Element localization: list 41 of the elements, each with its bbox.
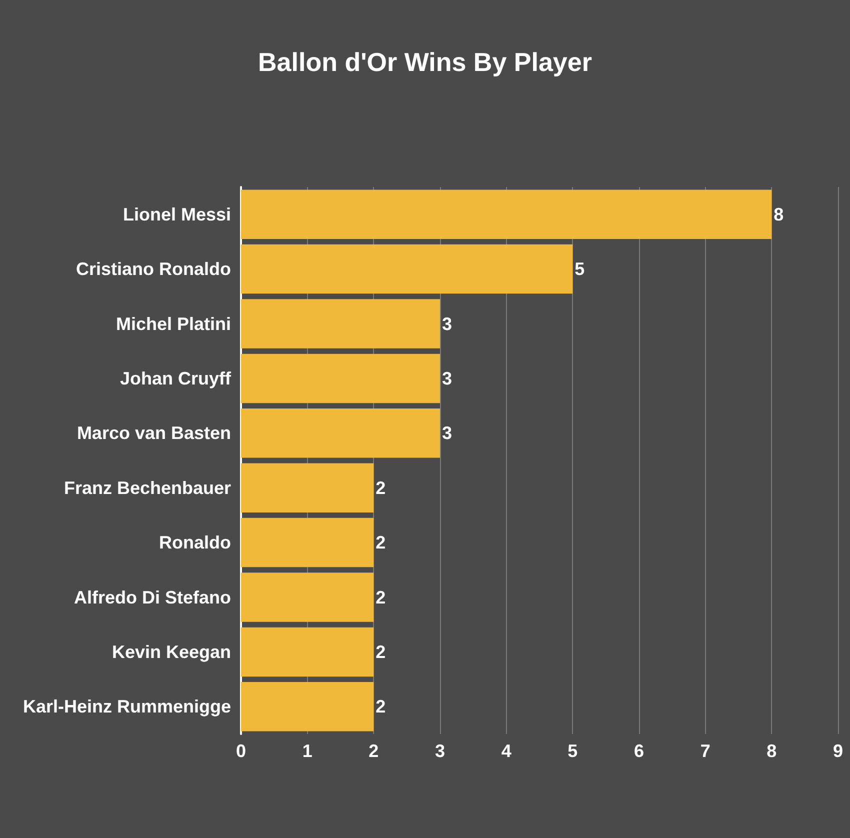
bar bbox=[241, 572, 374, 622]
bar bbox=[241, 354, 440, 404]
x-tick-label: 5 bbox=[568, 741, 578, 761]
data-label: 2 bbox=[376, 642, 386, 662]
bar bbox=[241, 299, 440, 348]
x-tick-label: 1 bbox=[302, 741, 312, 761]
x-tick-label: 7 bbox=[700, 741, 710, 761]
bar bbox=[241, 682, 374, 732]
y-tick-label: Franz Bechenbauer bbox=[64, 478, 231, 498]
data-label: 3 bbox=[442, 314, 452, 334]
bar bbox=[241, 408, 440, 458]
x-tick-label: 0 bbox=[236, 741, 246, 761]
x-tick-label: 3 bbox=[434, 741, 446, 761]
data-label: 2 bbox=[376, 532, 386, 553]
data-label: 3 bbox=[442, 423, 452, 444]
data-label: 5 bbox=[574, 259, 585, 280]
x-tick-label: 6 bbox=[634, 741, 644, 761]
x-tick-label: 8 bbox=[766, 741, 777, 761]
y-tick-label: Michel Platini bbox=[116, 314, 231, 334]
chart-title: Ballon d'Or Wins By Player bbox=[258, 47, 592, 77]
y-tick-label: Alfredo Di Stefano bbox=[74, 587, 231, 608]
y-tick-label: Lionel Messi bbox=[122, 204, 231, 224]
data-label: 2 bbox=[376, 696, 386, 717]
bar bbox=[241, 190, 772, 239]
data-label: 2 bbox=[376, 587, 386, 608]
data-label: 2 bbox=[376, 478, 386, 498]
y-tick-label: Cristiano Ronaldo bbox=[76, 259, 231, 280]
x-tick-label: 2 bbox=[368, 741, 379, 761]
y-tick-label: Karl-Heinz Rummenigge bbox=[22, 696, 231, 717]
data-label: 3 bbox=[442, 368, 452, 388]
bar bbox=[241, 463, 374, 512]
bar bbox=[241, 627, 374, 677]
x-tick-label: 4 bbox=[501, 741, 512, 761]
y-tick-label: Kevin Keegan bbox=[112, 642, 231, 662]
bar bbox=[241, 244, 573, 294]
x-tick-label: 9 bbox=[832, 741, 844, 761]
bar bbox=[241, 518, 374, 568]
y-tick-label: Marco van Basten bbox=[76, 423, 231, 444]
y-tick-label: Ronaldo bbox=[159, 532, 231, 553]
data-label: 8 bbox=[774, 204, 784, 224]
y-tick-label: Johan Cruyff bbox=[120, 368, 232, 388]
